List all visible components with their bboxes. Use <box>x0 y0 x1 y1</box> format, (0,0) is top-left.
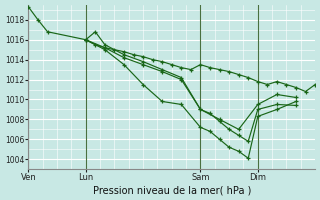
X-axis label: Pression niveau de la mer( hPa ): Pression niveau de la mer( hPa ) <box>92 185 251 195</box>
